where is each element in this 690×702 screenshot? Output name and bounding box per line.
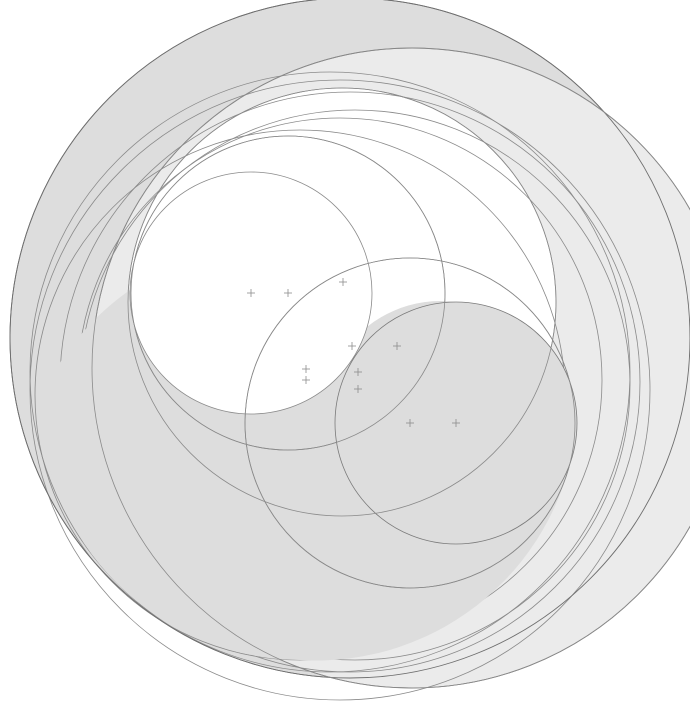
center-mark	[406, 419, 414, 427]
center-mark	[354, 385, 362, 393]
center-mark	[452, 419, 460, 427]
ring-overlay-mid	[130, 135, 446, 451]
center-mark	[348, 342, 356, 350]
center-mark	[393, 342, 401, 350]
center-mark	[339, 278, 347, 286]
center-marks	[247, 278, 460, 427]
center-mark	[354, 368, 362, 376]
ring-overlay-center	[244, 257, 576, 589]
ring-overlay-outer	[9, 0, 690, 679]
ring-overlay-right	[91, 47, 690, 689]
ring-overlay-large	[127, 87, 557, 517]
center-mark	[302, 365, 310, 373]
center-mark	[247, 289, 255, 297]
center-mark	[284, 289, 292, 297]
ring-1	[29, 79, 651, 701]
center-mark	[302, 376, 310, 384]
